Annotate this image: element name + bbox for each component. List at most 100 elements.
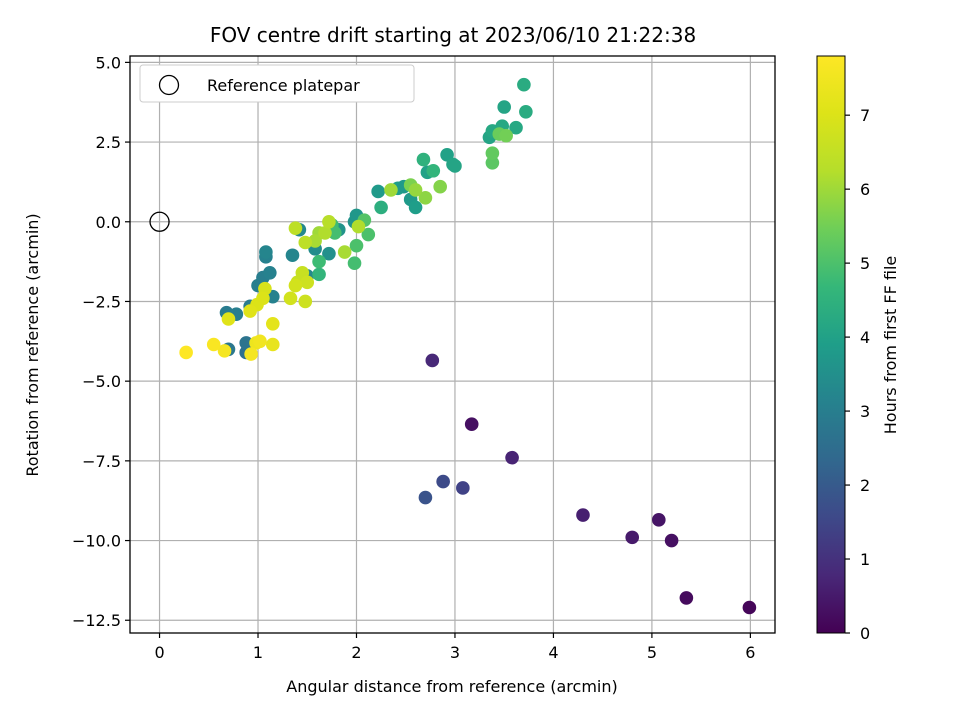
data-point [283, 291, 298, 306]
x-axis-label: Angular distance from reference (arcmin) [286, 677, 617, 696]
x-tick-label: 4 [548, 643, 558, 662]
colorbar-tick-label: 5 [860, 254, 870, 273]
data-point [259, 245, 273, 259]
y-tick-label: 2.5 [96, 133, 121, 152]
chart-title: FOV centre drift starting at 2023/06/10 … [210, 23, 696, 47]
data-point [265, 316, 280, 331]
data-point [322, 214, 336, 229]
colorbar-label: Hours from first FF file [881, 256, 900, 435]
data-point [347, 256, 362, 271]
data-point [519, 104, 533, 119]
data-point [361, 227, 376, 242]
data-point [448, 159, 462, 173]
y-tick-label: −2.5 [82, 292, 121, 311]
y-tick-label: −5.0 [82, 372, 121, 391]
data-point [349, 238, 364, 253]
y-tick-label: −10.0 [72, 532, 121, 551]
data-point [265, 337, 280, 352]
data-point [418, 490, 433, 505]
data-point [221, 312, 236, 326]
legend-marker-open-circle [158, 74, 180, 96]
data-point [664, 533, 679, 548]
data-point [217, 344, 232, 358]
x-tick-label: 3 [450, 643, 460, 662]
x-tick-label: 0 [154, 643, 164, 662]
data-point [497, 100, 511, 114]
data-point [418, 191, 433, 205]
x-tick-label: 6 [745, 643, 755, 662]
data-point [499, 128, 513, 143]
y-tick-label: −12.5 [72, 611, 121, 630]
data-point [485, 146, 500, 161]
data-point [408, 200, 423, 215]
y-axis-ticks: 5.0 2.5 0.0 −2.5 −5.0 −7.5 −10.0 −12.5 [72, 53, 130, 630]
data-point [318, 226, 332, 240]
data-point [298, 294, 313, 309]
colorbar-gradient [816, 55, 846, 634]
data-point [337, 245, 352, 259]
colorbar: 0 1 2 3 4 5 6 7 Hours from first FF file [816, 55, 900, 643]
y-tick-label: 5.0 [96, 53, 121, 72]
colorbar-tick-label: 6 [860, 180, 870, 199]
colorbar-tick-label: 2 [860, 476, 870, 495]
reference-point-marker [149, 211, 170, 232]
x-tick-label: 5 [647, 643, 657, 662]
data-point [436, 474, 450, 489]
data-point [288, 278, 303, 293]
data-point [300, 275, 315, 290]
data-point [679, 591, 694, 605]
data-point [652, 513, 666, 527]
data-point [576, 508, 590, 522]
data-point [433, 179, 447, 194]
data-point [179, 345, 193, 360]
reference-layer [149, 211, 170, 232]
colorbar-tick-label: 1 [860, 550, 870, 569]
data-point [509, 120, 523, 135]
data-points [179, 77, 757, 615]
data-point [263, 265, 277, 280]
data-point [408, 183, 423, 197]
legend-box [139, 64, 415, 103]
data-point [206, 337, 221, 352]
data-point [742, 600, 757, 615]
colorbar-tick-label: 4 [860, 328, 870, 347]
colorbar-ticks: 0 1 2 3 4 5 6 7 [845, 106, 870, 643]
data-point [285, 248, 300, 263]
colorbar-tick-label: 0 [860, 624, 870, 643]
data-point [425, 353, 440, 368]
legend-label: Reference platepar [207, 76, 360, 95]
y-tick-label: −7.5 [82, 452, 121, 471]
y-tick-label: 0.0 [96, 213, 121, 232]
data-point [456, 481, 470, 495]
x-tick-label: 1 [253, 643, 263, 662]
colorbar-tick-label: 3 [860, 402, 870, 421]
data-point [384, 183, 398, 197]
data-point [244, 347, 258, 361]
data-point [288, 221, 303, 235]
data-point [416, 152, 431, 167]
plot-frame [129, 55, 776, 634]
data-point [328, 226, 342, 240]
data-point [312, 254, 326, 269]
data-point [312, 267, 326, 282]
legend: Reference platepar [139, 64, 415, 103]
y-axis-label: Rotation from reference (arcmin) [23, 213, 42, 476]
data-point [243, 304, 257, 318]
data-point [239, 336, 253, 350]
data-point [625, 530, 640, 545]
data-point [464, 417, 479, 431]
colorbar-tick-label: 7 [860, 106, 870, 125]
data-point [517, 77, 531, 92]
data-point [298, 235, 313, 250]
data-point [253, 334, 267, 349]
data-point [351, 219, 366, 234]
data-point [505, 450, 519, 465]
data-point [426, 163, 441, 178]
data-point [374, 200, 388, 215]
data-point [485, 155, 500, 170]
data-point [322, 246, 336, 261]
x-axis-ticks: 0 1 2 3 4 5 6 [154, 633, 755, 662]
data-point [371, 184, 385, 199]
